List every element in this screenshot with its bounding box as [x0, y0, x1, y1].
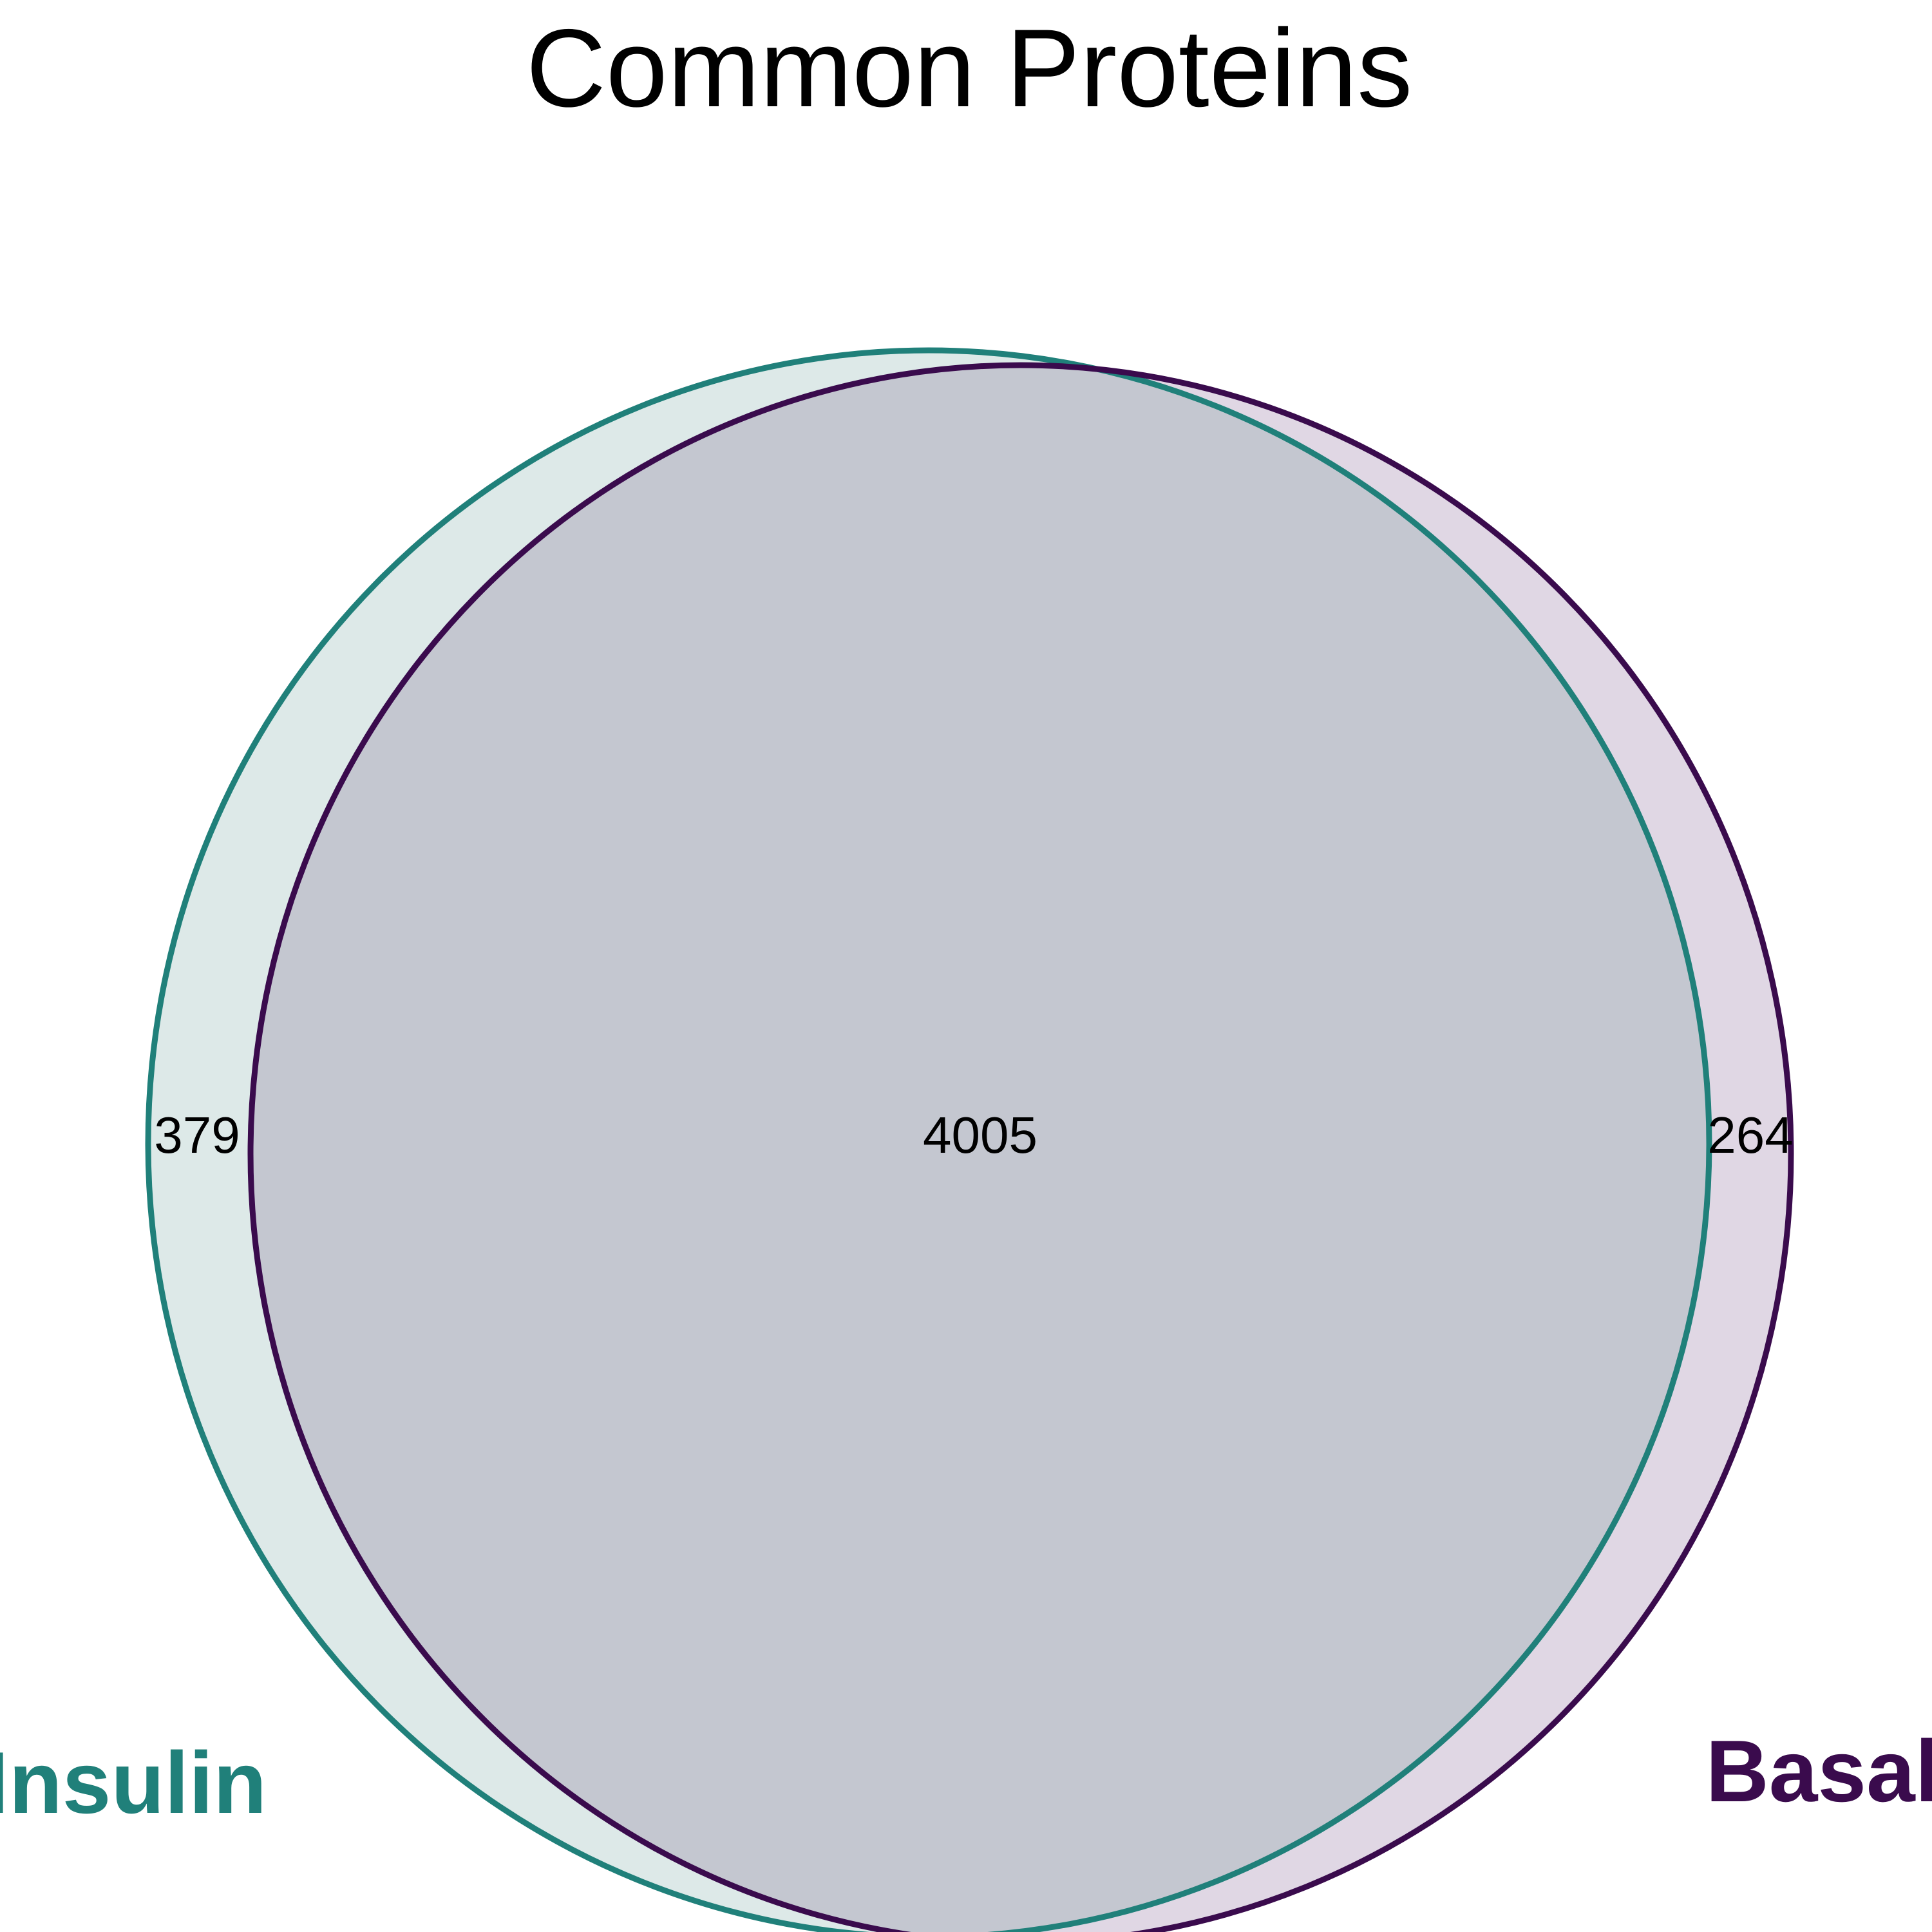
insulin-only-count: 379 [154, 1106, 240, 1164]
chart-title: Common Proteins [526, 6, 1413, 130]
basal-set-outline [247, 362, 1794, 1932]
insulin-set-outline [145, 347, 1712, 1932]
intersection-count: 4005 [923, 1106, 1037, 1164]
basal-only-count: 264 [1707, 1106, 1793, 1164]
overlap-region-fill [251, 365, 1709, 1932]
basal-set-label: Basal [1706, 1722, 1932, 1820]
insulin-set-label: Insulin [0, 1734, 267, 1832]
